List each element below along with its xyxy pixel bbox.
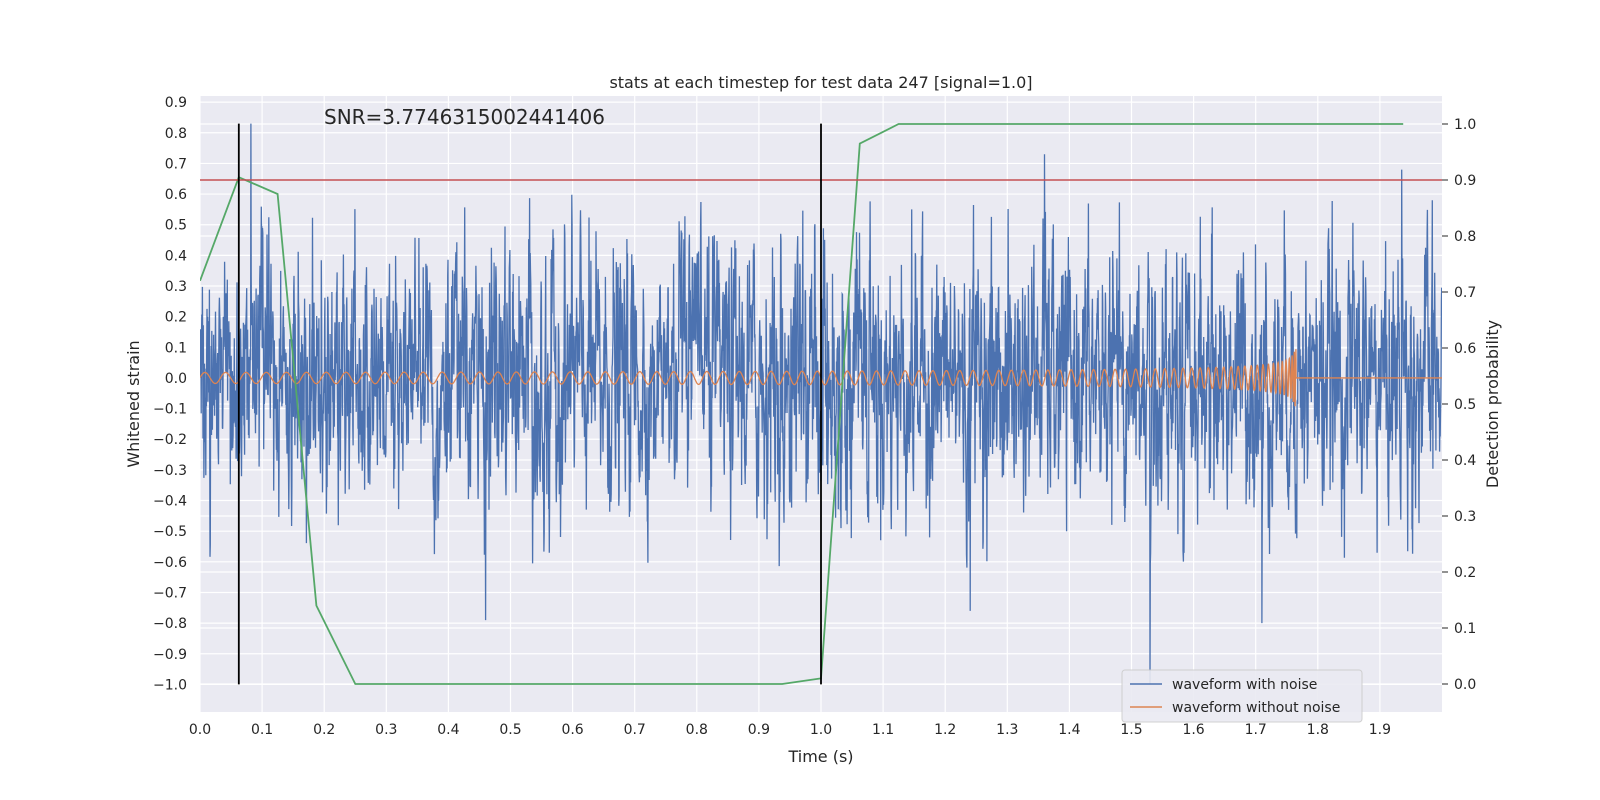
x-tick-label: 1.4 [1058,722,1080,738]
y-axis-right: 1.0 0.9 0.8 0.7 0.6 0.5 0.4 0.3 0.2 0.1 0.0 [1442,117,1476,693]
x-tick-label: 0.8 [686,722,708,738]
legend-label-clean: waveform without noise [1172,700,1340,716]
y-tick-label: 0.5 [165,218,187,234]
y2-tick-label: 0.3 [1454,509,1476,525]
x-axis: 0.0 0.1 0.2 0.3 0.4 0.5 0.6 0.7 0.8 0.9 1.0 1.1 1.2 1… [189,722,1391,738]
x-tick-label: 0.0 [189,722,211,738]
y2-tick-label: 0.4 [1454,453,1476,469]
y-tick-label: −0.3 [153,463,187,479]
y2-tick-label: 1.0 [1454,117,1476,133]
x-tick-label: 0.6 [561,722,583,738]
y2-tick-label: 0.7 [1454,285,1476,301]
legend-box [1121,669,1363,723]
y2-tick-label: 0.9 [1454,173,1476,189]
y-axis-left: 0.9 0.8 0.7 0.6 0.5 0.4 0.3 0.2 0.1 0.0 −0.1 −0.2 −0… [153,95,187,693]
x-tick-label: 0.3 [375,722,397,738]
y-tick-label: 0.0 [165,371,187,387]
y-tick-label: −0.1 [153,402,187,418]
y2-tick-label: 0.2 [1454,565,1476,581]
snr-annotation: SNR=3.7746315002441406 [324,105,605,129]
y-tick-label: −0.4 [153,494,187,510]
y-tick-label: −0.9 [153,647,187,663]
y2-tick-label: 0.1 [1454,621,1476,637]
chart-title: stats at each timestep for test data 247… [609,73,1032,92]
y-tick-label: −0.5 [153,524,187,540]
y-tick-label: 0.2 [165,310,187,326]
x-tick-label: 0.1 [251,722,273,738]
y2-tick-label: 0.5 [1454,397,1476,413]
x-tick-label: 0.4 [437,722,459,738]
x-tick-label: 0.7 [624,722,646,738]
x-tick-label: 1.7 [1245,722,1267,738]
x-tick-label: 0.5 [499,722,521,738]
y2-axis-label: Detection probability [1483,320,1502,488]
series-detection-probability [200,123,1404,685]
y-tick-label: 0.1 [165,340,187,356]
x-tick-label: 0.2 [313,722,335,738]
x-tick-label: 1.1 [872,722,894,738]
y-tick-label: −0.7 [153,585,187,601]
x-tick-label: 0.9 [748,722,770,738]
y-tick-label: 0.6 [165,187,187,203]
x-tick-label: 1.6 [1182,722,1204,738]
x-axis-label: Time (s) [787,747,853,766]
y-tick-label: 0.8 [165,126,187,142]
y2-tick-label: 0.6 [1454,341,1476,357]
x-tick-label: 1.0 [810,722,832,738]
y-tick-label: −1.0 [153,677,187,693]
y2-tick-label: 0.8 [1454,229,1476,245]
x-tick-label: 1.3 [996,722,1018,738]
x-tick-label: 1.8 [1307,722,1329,738]
y-tick-label: 0.3 [165,279,187,295]
y-tick-label: −0.6 [153,555,187,571]
plot-area [200,123,1442,685]
y2-tick-label: 0.0 [1454,677,1476,693]
y-tick-label: −0.8 [153,616,187,632]
legend-label-noise: waveform with noise [1172,677,1317,693]
y-tick-label: 0.9 [165,95,187,111]
y-tick-label: 0.4 [165,248,187,264]
y-axis-label: Whitened strain [124,340,143,467]
y-tick-label: −0.2 [153,432,187,448]
x-tick-label: 1.9 [1369,722,1391,738]
x-tick-label: 1.5 [1120,722,1142,738]
y-tick-label: 0.7 [165,156,187,172]
x-tick-label: 1.2 [934,722,956,738]
legend: waveform with noise waveform without noi… [1121,669,1363,723]
